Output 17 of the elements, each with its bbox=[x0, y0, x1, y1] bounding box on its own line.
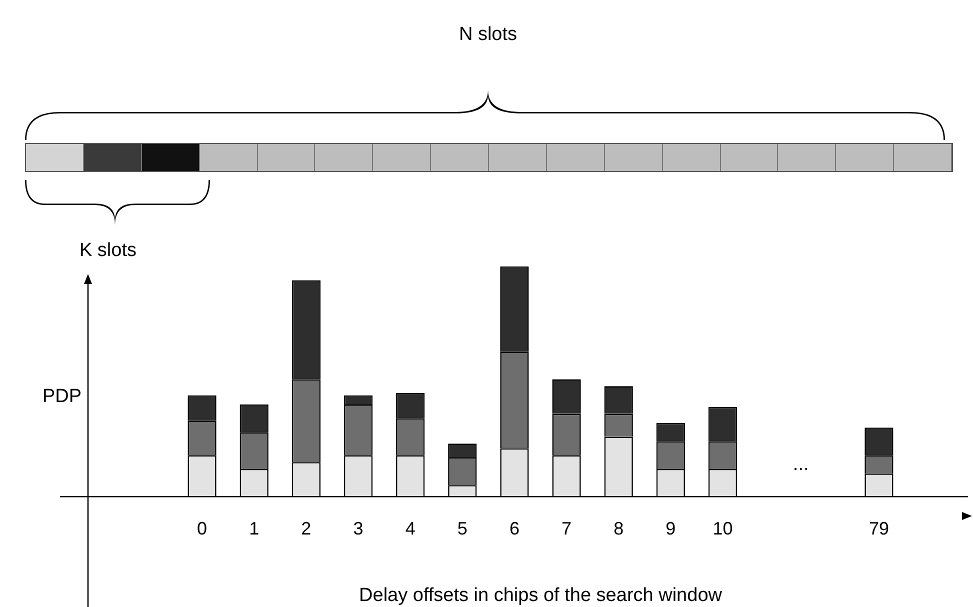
x-tick-label: 79 bbox=[868, 518, 889, 538]
x-tick-label: 3 bbox=[353, 518, 364, 538]
x-axis-title: Delay offsets in chips of the search window bbox=[359, 584, 722, 606]
x-tick-label: 6 bbox=[509, 518, 520, 538]
text: N slots bbox=[458, 24, 518, 46]
y-axis-title: PDP bbox=[42, 386, 82, 408]
text: K slots bbox=[79, 240, 137, 262]
x-tick-label: 9 bbox=[666, 518, 676, 538]
x-tick-label: 8 bbox=[614, 518, 624, 538]
x-tick-label: 5 bbox=[457, 518, 468, 538]
x-tick-label: 1 bbox=[249, 518, 260, 538]
x-tick-label: 10 bbox=[712, 518, 733, 538]
x-tick-label: 2 bbox=[301, 518, 312, 538]
x-tick-label: 7 bbox=[562, 518, 572, 538]
annotation: ... bbox=[792, 454, 809, 475]
x-tick-label: 0 bbox=[197, 518, 208, 538]
x-tick-label: 4 bbox=[405, 518, 416, 538]
